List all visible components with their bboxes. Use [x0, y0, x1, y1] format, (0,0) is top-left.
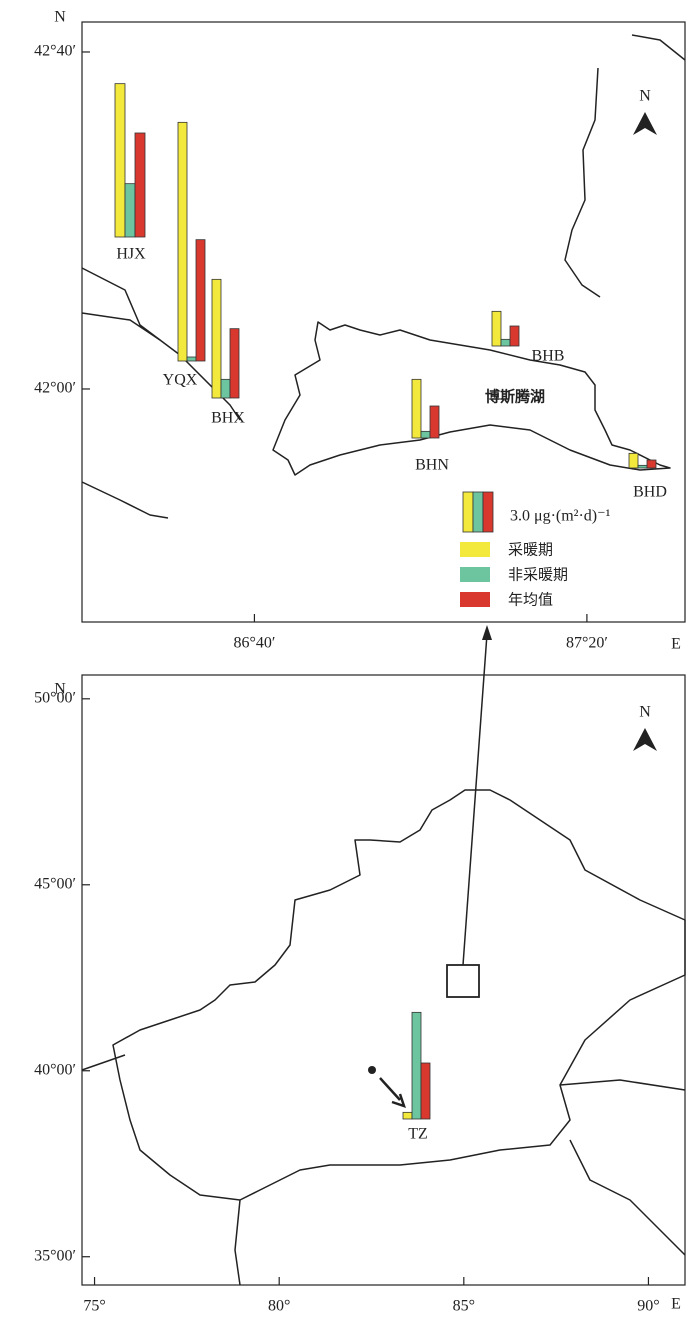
- river: [81, 481, 169, 519]
- lake-shore: [272, 321, 671, 476]
- bar: [402, 1111, 413, 1120]
- border: [234, 1199, 241, 1286]
- site-label: BHN: [415, 457, 449, 474]
- lat-label: N: [54, 9, 66, 26]
- bar: [186, 356, 197, 362]
- bar: [177, 121, 188, 362]
- bar: [628, 452, 639, 469]
- lat-label: N: [54, 681, 66, 698]
- site-label: TZ: [408, 1126, 428, 1143]
- bar: [646, 459, 657, 469]
- bottom-frame: [81, 674, 686, 1286]
- arrow-head: [482, 625, 492, 640]
- lon-label: E: [671, 636, 681, 653]
- x-tick-label: 87°20′: [566, 635, 608, 652]
- lake-label: 博斯腾湖: [485, 388, 545, 406]
- inset-box: [446, 964, 480, 998]
- inset-pointer: [462, 633, 488, 966]
- bar: [429, 405, 440, 439]
- bar: [220, 378, 231, 399]
- site-label: BHX: [211, 410, 245, 427]
- x-tick-label: 85°: [453, 1298, 475, 1315]
- bar: [195, 239, 206, 362]
- legend-swatch: [460, 592, 490, 607]
- lon-label: E: [671, 1296, 681, 1313]
- bar: [509, 325, 520, 347]
- legend-scale-bar: [482, 491, 494, 533]
- bar: [211, 278, 222, 399]
- border: [559, 1079, 686, 1091]
- bar: [420, 430, 431, 439]
- site-label: YQX: [163, 372, 198, 389]
- river: [81, 312, 161, 341]
- site-label: BHD: [633, 484, 667, 501]
- legend-swatch: [460, 542, 490, 557]
- bottom-geography: [81, 789, 686, 1286]
- site-dot: [368, 1066, 376, 1074]
- legend-scale-bar: [472, 491, 484, 533]
- x-tick-label: 80°: [268, 1298, 290, 1315]
- north-arrow: [633, 728, 657, 751]
- legend-label: 非采暖期: [508, 566, 568, 584]
- bar: [500, 338, 511, 347]
- river: [564, 67, 601, 298]
- legend-label: 年均值: [508, 591, 553, 609]
- y-tick-label: 35°00′: [34, 1247, 76, 1264]
- site-label: HJX: [116, 246, 146, 263]
- border: [81, 1054, 126, 1071]
- site-label: BHB: [532, 348, 565, 365]
- x-tick-label: 90°: [637, 1298, 659, 1315]
- top-geography: [81, 34, 686, 519]
- site-arrow: [379, 1077, 406, 1108]
- bar: [124, 183, 136, 238]
- bar: [491, 310, 502, 347]
- bar: [637, 464, 648, 469]
- x-tick-label: 75°: [83, 1298, 105, 1315]
- y-tick-label: 40°00′: [34, 1061, 76, 1078]
- bar: [114, 83, 126, 238]
- y-tick-label: 42°00′: [34, 380, 76, 397]
- y-tick-label: 42°40′: [34, 43, 76, 60]
- legend-swatch: [460, 567, 490, 582]
- y-tick-label: 45°00′: [34, 875, 76, 892]
- top-frame: [81, 21, 686, 623]
- region-border: [112, 789, 686, 1201]
- north-label: N: [639, 704, 651, 721]
- y-tick-label: 50°00′: [34, 689, 76, 706]
- bar: [411, 1011, 422, 1120]
- legend-scale-bar: [462, 491, 474, 533]
- border: [569, 1139, 686, 1256]
- legend-scale-label: 3.0 μg·(m²·d)⁻¹: [510, 508, 611, 525]
- bar: [420, 1062, 431, 1120]
- bar: [229, 328, 240, 399]
- north-label: N: [639, 88, 651, 105]
- north-arrow: [633, 112, 657, 135]
- bar: [411, 378, 422, 439]
- x-tick-label: 86°40′: [233, 635, 275, 652]
- bar: [134, 132, 146, 238]
- river: [631, 34, 686, 61]
- legend-label: 采暖期: [508, 541, 553, 559]
